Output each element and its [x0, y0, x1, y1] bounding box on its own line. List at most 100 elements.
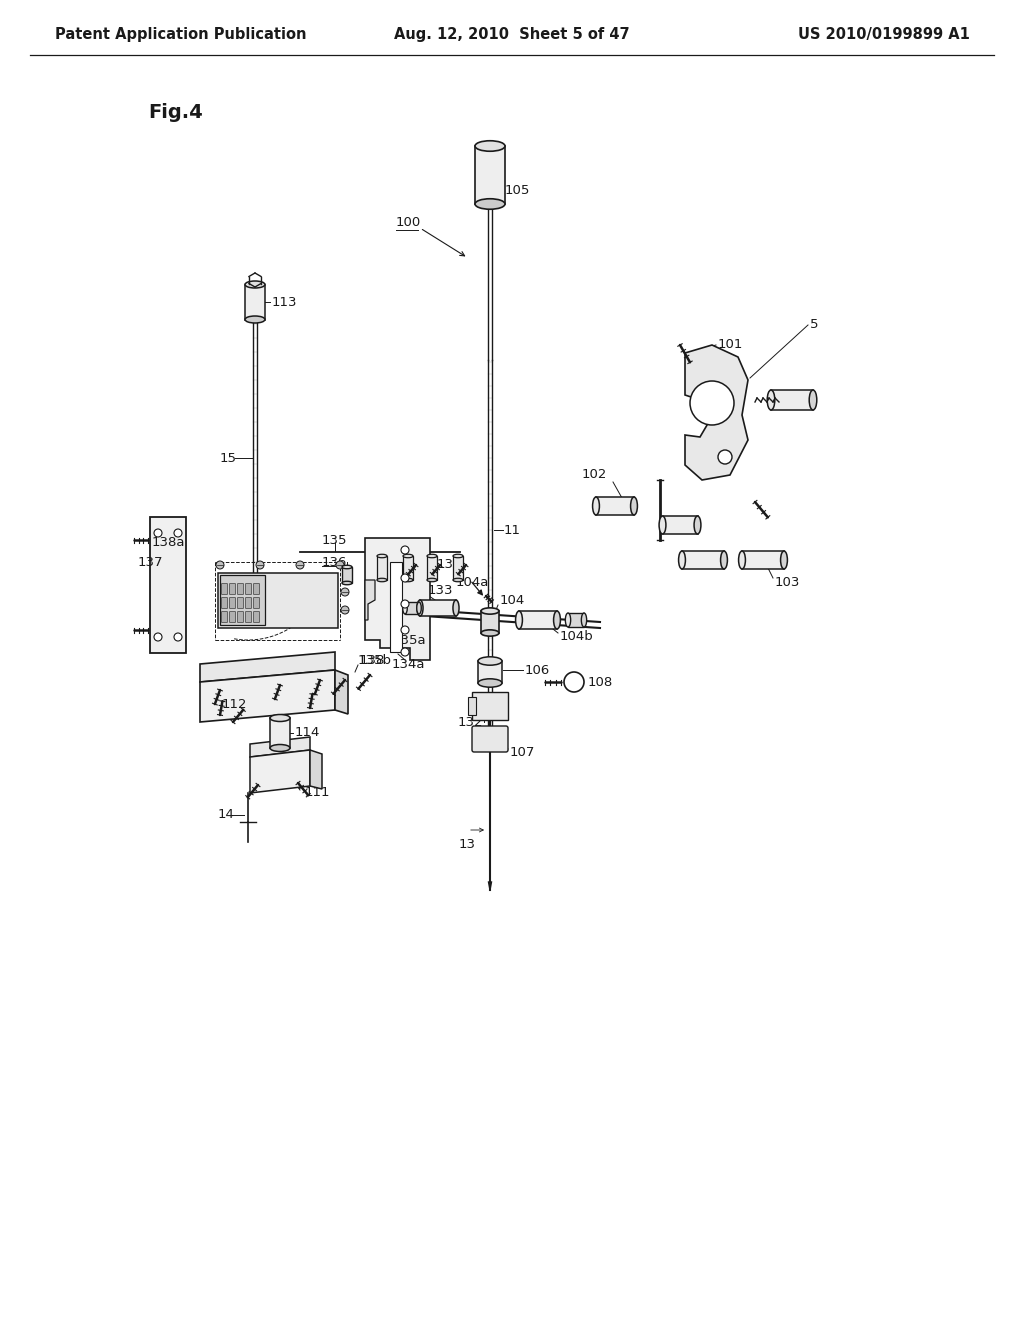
FancyBboxPatch shape [150, 517, 186, 653]
FancyBboxPatch shape [254, 598, 259, 609]
Text: 15: 15 [220, 451, 237, 465]
Polygon shape [200, 652, 335, 682]
FancyBboxPatch shape [229, 583, 236, 594]
Ellipse shape [478, 657, 502, 665]
Ellipse shape [342, 581, 352, 585]
Ellipse shape [417, 602, 421, 614]
Text: 134: 134 [437, 557, 463, 570]
Text: 137: 137 [138, 556, 164, 569]
Circle shape [336, 561, 344, 569]
FancyBboxPatch shape [596, 498, 634, 515]
FancyBboxPatch shape [478, 661, 502, 682]
Text: 107: 107 [510, 746, 536, 759]
FancyBboxPatch shape [238, 611, 244, 623]
Ellipse shape [403, 578, 413, 582]
Circle shape [256, 561, 264, 569]
Text: 5: 5 [810, 318, 818, 331]
Text: 14: 14 [218, 808, 234, 821]
FancyBboxPatch shape [468, 697, 476, 715]
Text: Patent Application Publication: Patent Application Publication [55, 28, 306, 42]
FancyBboxPatch shape [238, 583, 244, 594]
Circle shape [341, 587, 349, 597]
FancyBboxPatch shape [221, 583, 227, 594]
Ellipse shape [659, 516, 666, 535]
FancyBboxPatch shape [229, 611, 236, 623]
Text: 108: 108 [588, 676, 613, 689]
Ellipse shape [694, 516, 700, 535]
Circle shape [401, 546, 409, 554]
Ellipse shape [631, 498, 637, 515]
Ellipse shape [403, 554, 413, 558]
FancyBboxPatch shape [270, 718, 290, 748]
Circle shape [401, 626, 409, 634]
Ellipse shape [767, 389, 775, 411]
Ellipse shape [481, 607, 499, 614]
Circle shape [690, 381, 734, 425]
Ellipse shape [582, 612, 587, 627]
Polygon shape [200, 671, 335, 722]
FancyBboxPatch shape [377, 556, 387, 579]
Ellipse shape [245, 281, 265, 288]
Ellipse shape [475, 199, 505, 210]
FancyBboxPatch shape [245, 285, 265, 319]
Text: 136: 136 [322, 556, 347, 569]
FancyBboxPatch shape [475, 147, 505, 205]
Circle shape [154, 634, 162, 642]
Polygon shape [310, 750, 322, 789]
Ellipse shape [402, 602, 408, 614]
Text: 135: 135 [322, 533, 347, 546]
FancyBboxPatch shape [472, 692, 508, 719]
Ellipse shape [270, 714, 290, 722]
Circle shape [401, 648, 409, 656]
Ellipse shape [565, 612, 570, 627]
Ellipse shape [679, 550, 685, 569]
Ellipse shape [453, 601, 459, 616]
Text: 106: 106 [525, 664, 550, 676]
Ellipse shape [427, 578, 437, 582]
Text: 105: 105 [505, 183, 530, 197]
Ellipse shape [453, 578, 463, 582]
FancyBboxPatch shape [453, 556, 463, 579]
FancyBboxPatch shape [390, 562, 402, 652]
Text: Aug. 12, 2010  Sheet 5 of 47: Aug. 12, 2010 Sheet 5 of 47 [394, 28, 630, 42]
FancyBboxPatch shape [481, 611, 499, 634]
Polygon shape [365, 579, 375, 620]
Ellipse shape [809, 389, 817, 411]
FancyBboxPatch shape [682, 550, 724, 569]
Polygon shape [335, 671, 348, 714]
Circle shape [401, 574, 409, 582]
Text: 104b: 104b [560, 631, 594, 644]
Text: 101: 101 [718, 338, 743, 351]
FancyBboxPatch shape [342, 568, 352, 583]
FancyBboxPatch shape [742, 550, 784, 569]
Circle shape [718, 450, 732, 465]
Circle shape [401, 601, 409, 609]
Text: 114: 114 [295, 726, 321, 739]
Polygon shape [250, 737, 310, 756]
Text: Fig.4: Fig.4 [148, 103, 203, 121]
Text: 133: 133 [428, 583, 454, 597]
Text: 135a: 135a [393, 634, 427, 647]
FancyBboxPatch shape [420, 601, 456, 616]
Text: 112: 112 [222, 698, 248, 711]
Text: 100: 100 [396, 215, 421, 228]
Text: 138: 138 [360, 653, 385, 667]
Ellipse shape [417, 601, 423, 616]
FancyBboxPatch shape [220, 576, 265, 624]
Text: 104: 104 [500, 594, 525, 606]
Text: 13: 13 [459, 838, 476, 851]
Polygon shape [250, 750, 310, 793]
Ellipse shape [475, 141, 505, 152]
Text: 134a: 134a [392, 657, 426, 671]
Ellipse shape [377, 578, 387, 582]
Text: 138a: 138a [152, 536, 185, 549]
Polygon shape [365, 539, 430, 660]
Text: 102: 102 [582, 469, 607, 482]
Ellipse shape [270, 744, 290, 751]
Ellipse shape [780, 550, 787, 569]
FancyBboxPatch shape [519, 611, 557, 630]
FancyBboxPatch shape [254, 611, 259, 623]
Text: 111: 111 [305, 787, 331, 800]
Circle shape [216, 561, 224, 569]
Ellipse shape [593, 498, 599, 515]
